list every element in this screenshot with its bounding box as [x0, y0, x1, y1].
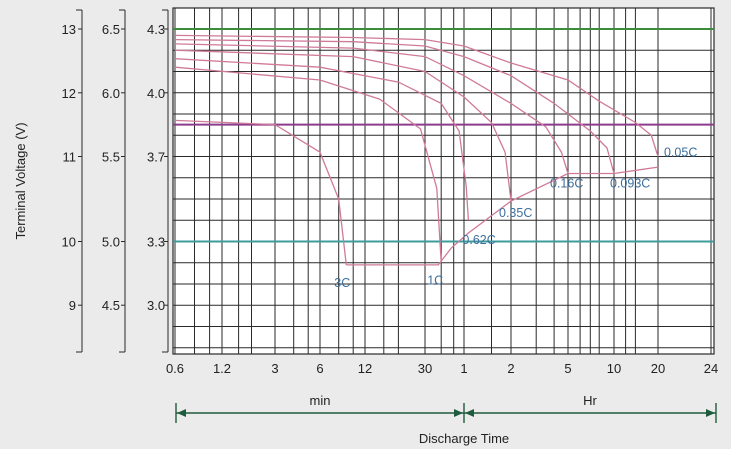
- y-tick-label: 6.5: [102, 22, 120, 37]
- discharge-curve: [174, 34, 659, 157]
- x-tick-label: 6: [316, 361, 323, 376]
- curve-label: 0.62C: [462, 233, 495, 247]
- x-tick-label: 3: [271, 361, 278, 376]
- x-tick-label: 5: [564, 361, 571, 376]
- curve-label: 0.35C: [499, 206, 532, 220]
- plot-frame: [172, 7, 715, 355]
- span-arrowhead: [706, 409, 715, 417]
- x-tick-label: 12: [358, 361, 372, 376]
- y-tick-label: 5.0: [102, 235, 120, 250]
- y-axis-title: Terminal Voltage (V): [13, 122, 28, 239]
- y-tick-label: 5.5: [102, 150, 120, 165]
- curve-label: 3C: [334, 276, 350, 290]
- x-tick-label: 1.2: [213, 361, 231, 376]
- y-tick-label: 13: [62, 22, 76, 37]
- y-tick-label: 4.0: [147, 86, 165, 101]
- discharge-curve: [174, 38, 615, 174]
- x-tick-label: 24: [704, 361, 718, 376]
- discharge-curve: [174, 43, 569, 174]
- discharge-curve: [174, 66, 442, 263]
- span-arrowhead: [177, 409, 186, 417]
- y-tick-label: 4.3: [147, 22, 165, 37]
- y-tick-label: 9: [69, 298, 76, 313]
- x-tick-label: 1: [460, 361, 467, 376]
- y-tick-label: 12: [62, 86, 76, 101]
- discharge-curve: [174, 49, 512, 202]
- y-tick-label: 3.0: [147, 298, 165, 313]
- discharge-curve: [174, 119, 347, 265]
- y-tick-label: 11: [63, 150, 77, 165]
- x-tick-label: 2: [507, 361, 514, 376]
- y-tick-label: 4.5: [102, 298, 120, 313]
- curve-label: 0.05C: [664, 146, 697, 160]
- y-tick-label: 3.3: [147, 235, 165, 250]
- curve-label: 0.093C: [610, 177, 650, 191]
- span-label-hr: Hr: [583, 393, 597, 408]
- span-arrowhead: [465, 409, 474, 417]
- x-tick-label: 30: [418, 361, 432, 376]
- curve-label: 1C: [427, 274, 443, 288]
- discharge-curve: [174, 58, 470, 221]
- span-label-min: min: [310, 393, 331, 408]
- discharge-curve: [346, 166, 659, 266]
- y-tick-label: 3.7: [147, 150, 165, 165]
- y-tick-label: 10: [62, 235, 76, 250]
- x-tick-label: 10: [607, 361, 621, 376]
- x-axis-title: Discharge Time: [419, 431, 509, 446]
- x-tick-label: 20: [651, 361, 665, 376]
- y-tick-label: 6.0: [102, 86, 120, 101]
- span-arrowhead: [454, 409, 463, 417]
- curve-label: 0.16C: [550, 177, 583, 191]
- x-tick-label: 0.6: [166, 361, 184, 376]
